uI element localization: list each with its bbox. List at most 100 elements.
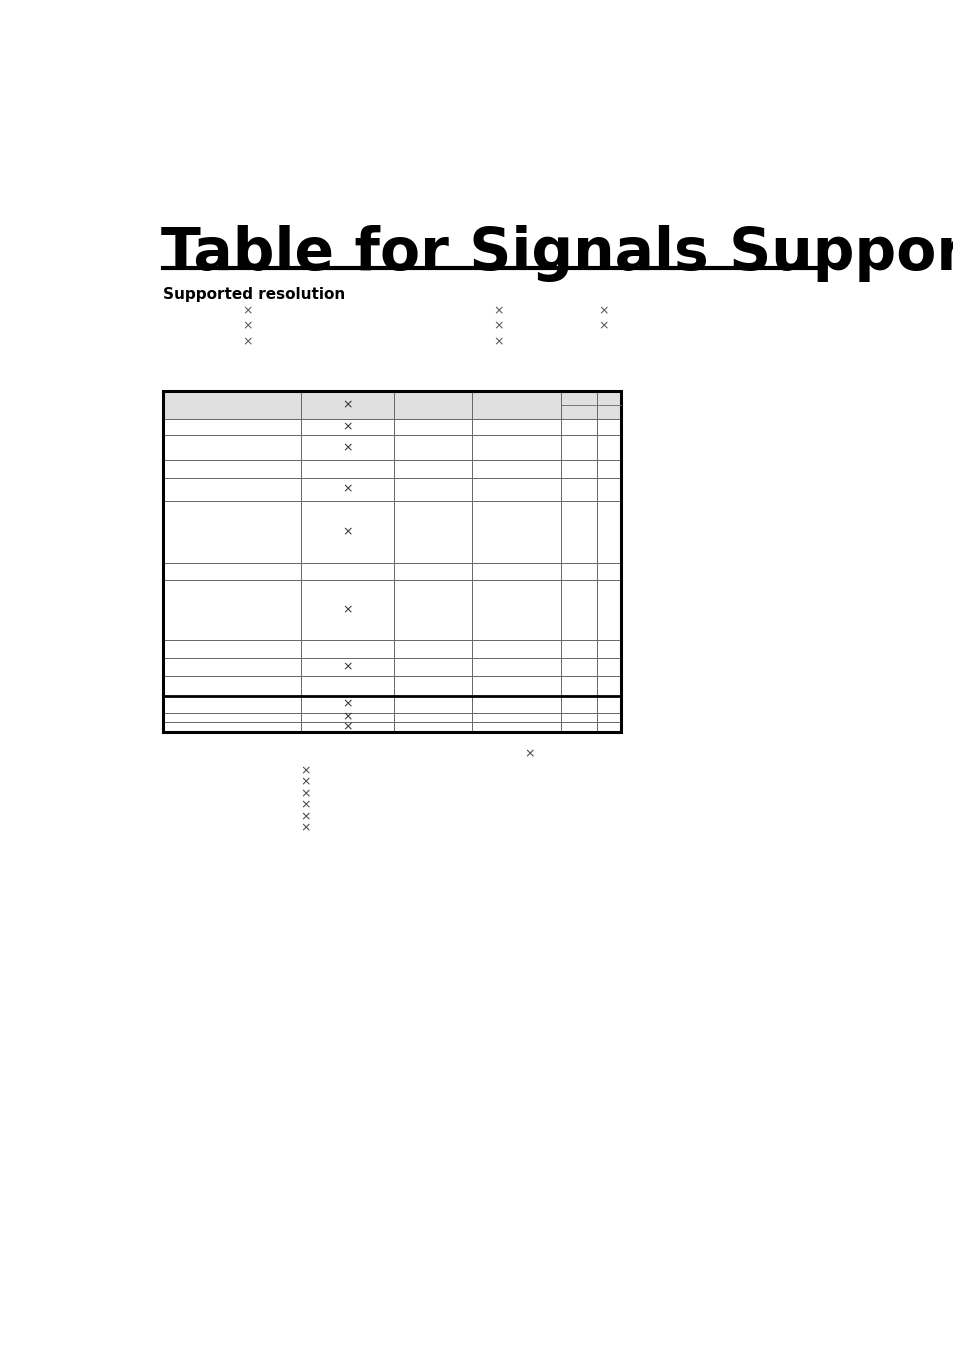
Text: ×: × — [299, 811, 310, 823]
Bar — [472, 696, 560, 713]
Text: ×: × — [242, 304, 253, 317]
Bar — [597, 390, 620, 419]
Bar — [560, 562, 597, 580]
Text: Table for Signals Supported: Table for Signals Supported — [161, 224, 953, 281]
Text: ×: × — [598, 304, 608, 317]
Text: ×: × — [299, 775, 310, 789]
Bar — [560, 658, 597, 677]
Bar — [560, 461, 597, 478]
Bar — [394, 639, 472, 658]
Bar — [301, 562, 394, 580]
Text: ×: × — [342, 661, 353, 674]
Bar — [472, 562, 560, 580]
Bar — [560, 435, 597, 461]
Bar — [472, 658, 560, 677]
Bar — [472, 435, 560, 461]
Bar — [394, 419, 472, 435]
Bar — [163, 713, 301, 721]
Text: ×: × — [299, 821, 310, 835]
Bar — [597, 721, 620, 732]
Text: ×: × — [342, 442, 353, 454]
Bar — [394, 721, 472, 732]
Text: ×: × — [342, 420, 353, 434]
Bar — [560, 419, 597, 435]
Bar — [163, 461, 301, 478]
Bar — [301, 721, 394, 732]
Bar — [394, 501, 472, 562]
Bar — [560, 390, 597, 419]
Bar — [472, 677, 560, 696]
Bar — [301, 580, 394, 639]
Bar — [301, 639, 394, 658]
Text: ×: × — [342, 697, 353, 711]
Bar — [163, 580, 301, 639]
Bar — [472, 461, 560, 478]
Bar — [472, 721, 560, 732]
Text: ×: × — [299, 763, 310, 777]
Text: ×: × — [494, 304, 504, 317]
Bar — [163, 501, 301, 562]
Bar — [560, 478, 597, 501]
Bar — [597, 419, 620, 435]
Bar — [394, 713, 472, 721]
Bar — [163, 435, 301, 461]
Text: ×: × — [299, 788, 310, 800]
Bar — [301, 677, 394, 696]
Bar — [472, 639, 560, 658]
Text: ×: × — [299, 798, 310, 812]
Bar — [301, 419, 394, 435]
Bar — [597, 478, 620, 501]
Bar — [163, 696, 301, 713]
Text: ×: × — [242, 335, 253, 349]
Bar — [163, 419, 301, 435]
Bar — [163, 658, 301, 677]
Bar — [597, 713, 620, 721]
Text: ×: × — [342, 604, 353, 616]
Bar — [394, 696, 472, 713]
Bar — [597, 696, 620, 713]
Bar — [394, 562, 472, 580]
Bar — [394, 580, 472, 639]
Bar — [301, 478, 394, 501]
Bar — [597, 580, 620, 639]
Bar — [597, 658, 620, 677]
Bar — [472, 580, 560, 639]
Bar — [560, 721, 597, 732]
Bar — [472, 713, 560, 721]
Bar — [163, 639, 301, 658]
Bar — [301, 501, 394, 562]
Text: ×: × — [342, 720, 353, 734]
Text: ×: × — [342, 482, 353, 496]
Bar — [163, 390, 620, 732]
Bar — [597, 562, 620, 580]
Bar — [597, 461, 620, 478]
Bar — [163, 562, 301, 580]
Bar — [163, 390, 620, 419]
Bar — [301, 435, 394, 461]
Bar — [163, 677, 301, 696]
Bar — [560, 639, 597, 658]
Bar — [560, 501, 597, 562]
Bar — [472, 419, 560, 435]
Bar — [301, 658, 394, 677]
Bar — [394, 478, 472, 501]
Bar — [163, 478, 301, 501]
Bar — [394, 390, 472, 419]
Text: ×: × — [494, 335, 504, 349]
Bar — [472, 478, 560, 501]
Bar — [394, 677, 472, 696]
Bar — [597, 639, 620, 658]
Bar — [560, 580, 597, 639]
Text: ×: × — [342, 399, 353, 411]
Bar — [301, 390, 394, 419]
Bar — [472, 501, 560, 562]
Bar — [301, 696, 394, 713]
Text: ×: × — [524, 747, 535, 761]
Bar — [560, 696, 597, 713]
Text: ×: × — [342, 526, 353, 538]
Bar — [301, 713, 394, 721]
Text: ×: × — [342, 711, 353, 724]
Bar — [560, 677, 597, 696]
Text: ×: × — [242, 320, 253, 332]
Bar — [163, 721, 301, 732]
